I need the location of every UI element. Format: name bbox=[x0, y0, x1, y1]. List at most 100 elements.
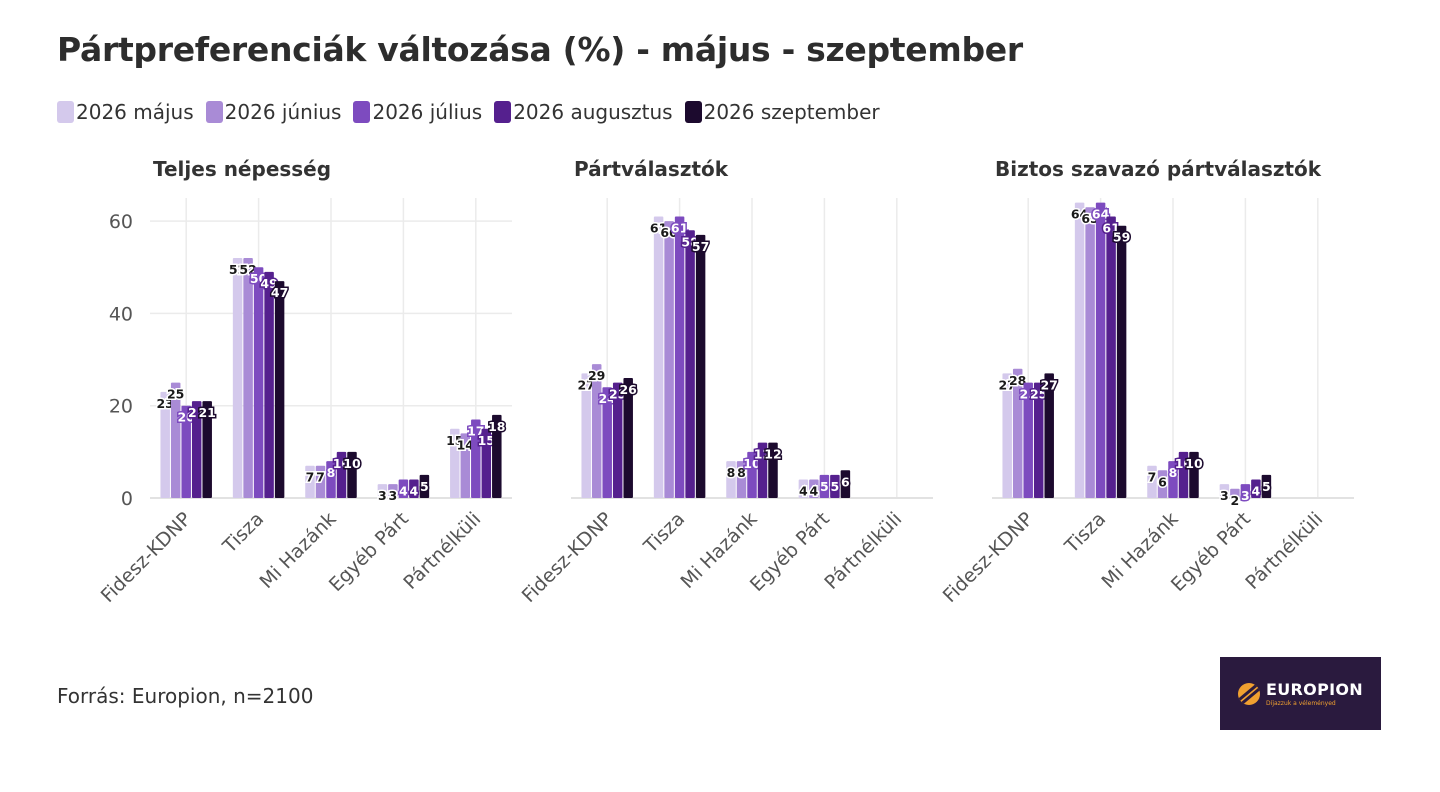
bar bbox=[798, 479, 809, 498]
data-label: 21 bbox=[188, 405, 205, 420]
bar bbox=[1251, 479, 1261, 498]
bar bbox=[1012, 368, 1023, 498]
data-label: 27 bbox=[998, 377, 1015, 392]
data-label: 10 bbox=[343, 456, 361, 471]
data-label: 7 bbox=[1148, 470, 1157, 485]
data-label: 7 bbox=[316, 470, 325, 485]
data-label: 10 bbox=[333, 456, 351, 471]
legend-label: 2026 szeptember bbox=[703, 100, 880, 124]
data-label: 3 bbox=[1220, 488, 1229, 503]
bar bbox=[1178, 451, 1189, 498]
bar bbox=[768, 442, 778, 498]
data-label: 61 bbox=[1102, 220, 1119, 235]
x-tick-label: Tisza bbox=[1060, 508, 1110, 558]
bar bbox=[664, 221, 674, 499]
bar bbox=[1033, 382, 1044, 498]
y-tick-label: 60 bbox=[109, 211, 133, 233]
bar bbox=[492, 414, 502, 498]
bar bbox=[830, 474, 840, 498]
data-label: 25 bbox=[1019, 387, 1036, 402]
charts-area: Teljes népesség02040602325202121Fidesz-K… bbox=[97, 157, 1354, 607]
data-label: 5 bbox=[831, 479, 840, 494]
bar bbox=[326, 461, 336, 498]
x-tick-label: Pártnélküli bbox=[1241, 508, 1327, 594]
data-label: 10 bbox=[1175, 456, 1193, 471]
bar bbox=[1085, 207, 1095, 498]
data-label: 49 bbox=[260, 276, 277, 291]
bar bbox=[840, 470, 851, 498]
data-label: 47 bbox=[271, 285, 288, 300]
bar bbox=[623, 378, 633, 498]
data-label: 27 bbox=[577, 377, 594, 392]
data-label: 52 bbox=[229, 262, 246, 277]
legend-swatch bbox=[57, 101, 74, 123]
data-label: 12 bbox=[754, 447, 771, 462]
bar bbox=[1002, 373, 1012, 498]
legend-label: 2026 május bbox=[76, 100, 194, 124]
bar bbox=[253, 267, 264, 498]
bar bbox=[1074, 202, 1085, 498]
data-label: 2 bbox=[1231, 493, 1240, 508]
y-tick-label: 40 bbox=[109, 303, 133, 325]
legend-swatch bbox=[353, 101, 371, 123]
bar bbox=[1157, 470, 1168, 498]
legend-item: 2026 július bbox=[353, 100, 482, 124]
data-label: 5 bbox=[1262, 479, 1271, 494]
bar bbox=[305, 465, 315, 498]
data-label: 7 bbox=[306, 470, 315, 485]
logo-name: EUROPION bbox=[1266, 680, 1363, 699]
data-label: 8 bbox=[737, 465, 746, 480]
bar bbox=[170, 382, 181, 498]
data-label: 3 bbox=[378, 488, 387, 503]
legend-swatch bbox=[205, 101, 223, 123]
bar bbox=[377, 484, 388, 498]
data-label: 61 bbox=[650, 220, 667, 235]
bar bbox=[264, 271, 274, 498]
panel-title: Biztos szavazó pártválasztók bbox=[995, 157, 1322, 181]
data-label: 20 bbox=[177, 410, 195, 425]
source-note: Forrás: Europion, n=2100 bbox=[57, 684, 314, 708]
data-label: 59 bbox=[1113, 230, 1130, 245]
x-tick-label: Fidesz-KDNP bbox=[939, 508, 1038, 607]
data-label: 10 bbox=[743, 456, 761, 471]
data-label: 27 bbox=[1040, 377, 1057, 392]
data-label: 63 bbox=[1081, 211, 1098, 226]
bar bbox=[757, 442, 768, 498]
bar bbox=[674, 216, 685, 498]
data-label: 17 bbox=[467, 424, 484, 439]
data-label: 61 bbox=[671, 220, 688, 235]
data-label: 15 bbox=[478, 433, 495, 448]
legend-item: 2026 május bbox=[57, 100, 194, 124]
legend-item: 2026 szeptember bbox=[684, 100, 880, 124]
bar bbox=[398, 479, 409, 498]
x-tick-label: Pártnélküli bbox=[820, 508, 906, 594]
data-label: 24 bbox=[598, 391, 616, 406]
bar bbox=[181, 405, 191, 498]
data-label: 4 bbox=[399, 484, 408, 499]
data-label: 28 bbox=[1009, 373, 1026, 388]
bar bbox=[315, 465, 326, 498]
data-label: 52 bbox=[239, 262, 256, 277]
data-label: 3 bbox=[1241, 488, 1250, 503]
legend-label: 2026 július bbox=[372, 100, 483, 124]
data-label: 25 bbox=[1030, 387, 1047, 402]
legend-item: 2026 augusztus bbox=[494, 100, 673, 124]
panel-title: Pártválasztók bbox=[574, 157, 729, 181]
data-label: 10 bbox=[1185, 456, 1203, 471]
bar bbox=[1023, 382, 1033, 498]
data-label: 8 bbox=[727, 465, 736, 480]
data-label: 25 bbox=[167, 387, 184, 402]
legend-swatch bbox=[684, 101, 702, 123]
data-label: 29 bbox=[588, 368, 605, 383]
panel-title: Teljes népesség bbox=[153, 157, 331, 181]
bar bbox=[1095, 202, 1106, 498]
bar bbox=[160, 391, 170, 498]
x-tick-label: Pártnélküli bbox=[399, 508, 485, 594]
x-tick-label: Tisza bbox=[218, 508, 268, 558]
bar bbox=[736, 461, 747, 498]
bar bbox=[481, 428, 492, 498]
bar bbox=[460, 433, 471, 498]
bar bbox=[388, 484, 398, 498]
data-label: 4 bbox=[810, 484, 819, 499]
bar bbox=[419, 474, 430, 498]
